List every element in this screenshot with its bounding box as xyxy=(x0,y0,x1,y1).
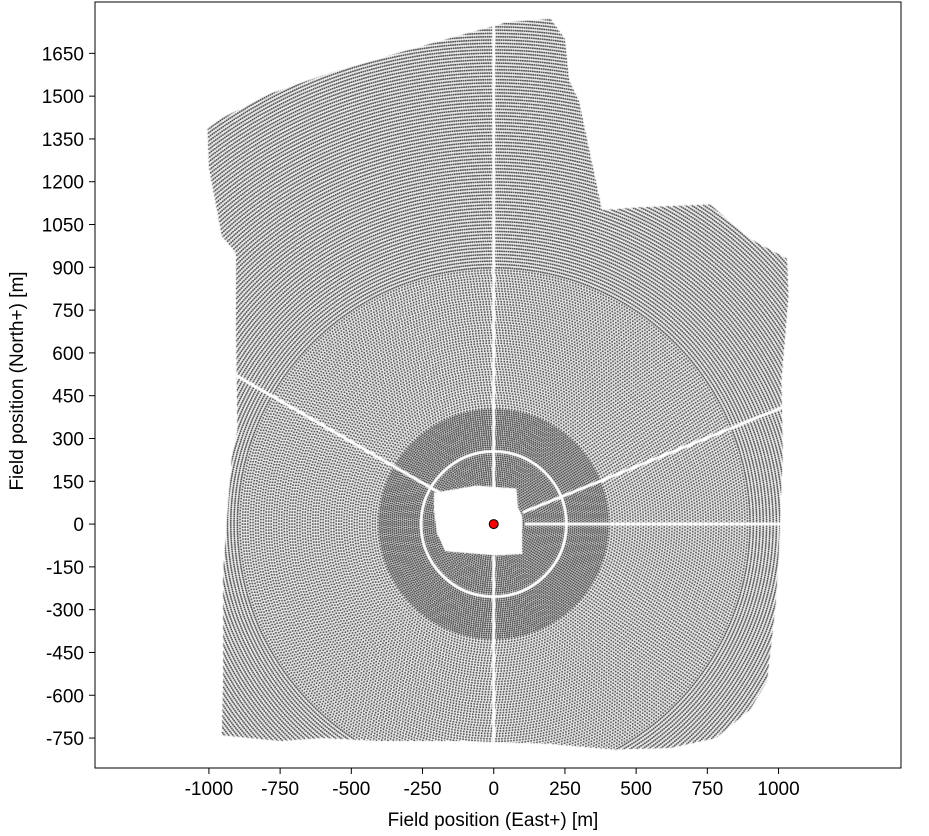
axes: -1000 -750 -500 -250 0 250 500 750 1000 -750 -600 -… xyxy=(42,44,800,800)
y-tick-label: 0 xyxy=(73,515,84,536)
y-tick-label: -450 xyxy=(46,643,84,664)
x-tick-label: 750 xyxy=(691,779,723,800)
y-tick-label: 450 xyxy=(52,387,84,408)
y-tick-label: -750 xyxy=(46,729,84,750)
y-tick-label: 300 xyxy=(52,429,84,450)
y-tick-label: 900 xyxy=(52,258,84,279)
y-tick-label: 1350 xyxy=(42,130,84,151)
tower-marker xyxy=(488,519,499,530)
y-tick-label: 1200 xyxy=(42,173,84,194)
y-tick-label: -150 xyxy=(46,558,84,579)
x-axis-label: Field position (East+) [m] xyxy=(388,810,599,831)
x-tick-label: -250 xyxy=(404,779,442,800)
y-tick-label: 750 xyxy=(52,301,84,322)
x-tick-label: 500 xyxy=(620,779,652,800)
y-tick-label: 1500 xyxy=(42,87,84,108)
y-axis-label: Field position (North+) [m] xyxy=(7,271,28,490)
x-tick-label: 1000 xyxy=(757,779,799,800)
x-tick-label: 0 xyxy=(488,779,499,800)
x-tick-label: -750 xyxy=(261,779,299,800)
x-tick-label: 250 xyxy=(549,779,581,800)
y-tick-label: -300 xyxy=(46,601,84,622)
x-tick-label: -1000 xyxy=(185,779,234,800)
y-tick-label: 1050 xyxy=(42,216,84,237)
y-tick-label: -600 xyxy=(46,686,84,707)
y-tick-label: 1650 xyxy=(42,44,84,65)
x-tick-label: -500 xyxy=(332,779,370,800)
y-tick-label: 150 xyxy=(52,472,84,493)
y-tick-label: 600 xyxy=(52,344,84,365)
